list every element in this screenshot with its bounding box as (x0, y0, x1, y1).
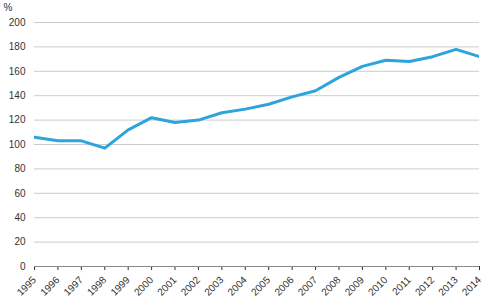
svg-text:2012: 2012 (413, 274, 437, 298)
svg-text:2014: 2014 (460, 274, 484, 298)
svg-text:2004: 2004 (225, 274, 249, 298)
svg-text:80: 80 (14, 163, 26, 174)
svg-text:2008: 2008 (319, 274, 343, 298)
svg-text:120: 120 (9, 114, 26, 125)
svg-text:0: 0 (20, 261, 26, 272)
svg-text:1996: 1996 (38, 274, 62, 298)
svg-text:60: 60 (14, 188, 26, 199)
svg-text:180: 180 (9, 41, 26, 52)
svg-text:2011: 2011 (390, 274, 413, 297)
svg-text:2013: 2013 (436, 274, 460, 298)
svg-text:2010: 2010 (366, 274, 390, 298)
svg-text:1997: 1997 (62, 274, 86, 298)
svg-text:2007: 2007 (296, 274, 320, 298)
svg-text:20: 20 (14, 236, 26, 247)
svg-text:40: 40 (14, 212, 26, 223)
svg-text:160: 160 (9, 66, 26, 77)
svg-text:%: % (4, 2, 13, 13)
svg-text:2005: 2005 (249, 274, 273, 298)
svg-text:1998: 1998 (85, 274, 109, 298)
svg-text:140: 140 (9, 90, 26, 101)
svg-text:2001: 2001 (155, 274, 179, 298)
svg-text:1995: 1995 (15, 274, 39, 298)
svg-text:2006: 2006 (272, 274, 296, 298)
svg-text:1999: 1999 (108, 274, 132, 298)
svg-text:2009: 2009 (343, 274, 367, 298)
svg-text:2002: 2002 (179, 274, 203, 298)
svg-text:100: 100 (9, 139, 26, 150)
svg-text:2000: 2000 (132, 274, 156, 298)
svg-text:2003: 2003 (202, 274, 226, 298)
svg-text:200: 200 (9, 17, 26, 28)
